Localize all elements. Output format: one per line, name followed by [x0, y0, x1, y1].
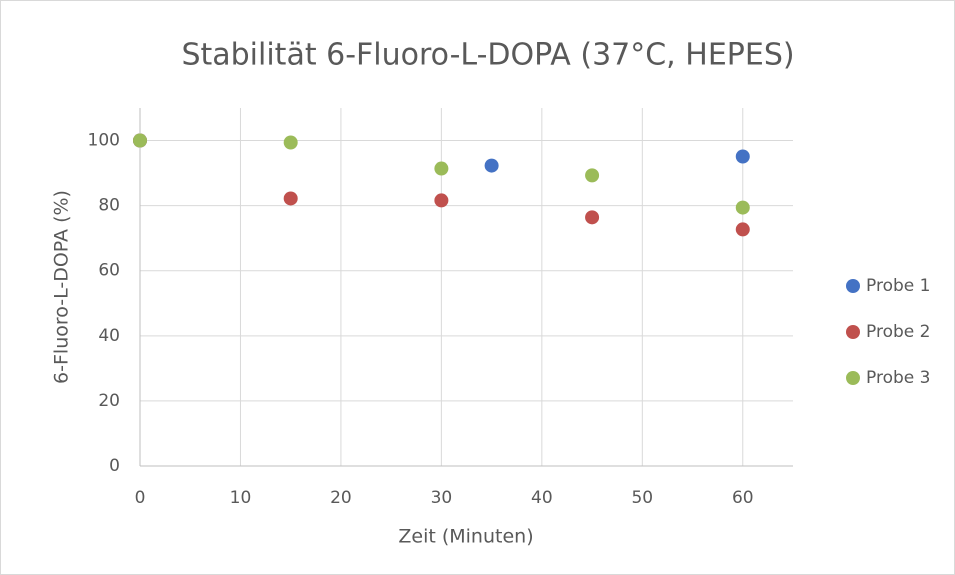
x-tick-label: 50	[631, 488, 653, 508]
y-tick-label: 100	[88, 131, 120, 151]
point	[283, 135, 298, 150]
y-tick-label: 20	[98, 391, 120, 411]
legend-marker	[846, 325, 860, 339]
x-tick-label: 10	[230, 488, 252, 508]
x-axis-label: Zeit (Minuten)	[398, 526, 533, 548]
point	[735, 200, 750, 215]
x-tick-label: 30	[431, 488, 453, 508]
point	[434, 193, 449, 208]
y-tick-label: 60	[98, 261, 120, 281]
point	[133, 133, 147, 148]
point	[434, 161, 449, 176]
point	[735, 149, 750, 164]
legend-label: Probe 3	[866, 368, 930, 388]
legend-label: Probe 1	[866, 276, 930, 296]
y-tick-label: 40	[98, 326, 120, 346]
y-tick-label: 0	[109, 456, 120, 476]
point	[585, 210, 600, 225]
legend-marker	[846, 371, 860, 385]
x-tick-label: 40	[531, 488, 553, 508]
legend-label: Probe 2	[866, 322, 930, 342]
chart-title: Stabilität 6-Fluoro-L-DOPA (37°C, HEPES)	[181, 38, 794, 73]
x-tick-label: 20	[330, 488, 352, 508]
point	[585, 168, 600, 183]
x-tick-label: 0	[135, 488, 146, 508]
y-axis-label: 6-Fluoro-L-DOPA (%)	[51, 190, 73, 384]
y-tick-label: 80	[98, 196, 120, 216]
x-tick-label: 60	[732, 488, 754, 508]
point	[484, 158, 499, 173]
point	[735, 222, 750, 237]
legend-marker	[846, 279, 860, 293]
point	[283, 191, 298, 206]
